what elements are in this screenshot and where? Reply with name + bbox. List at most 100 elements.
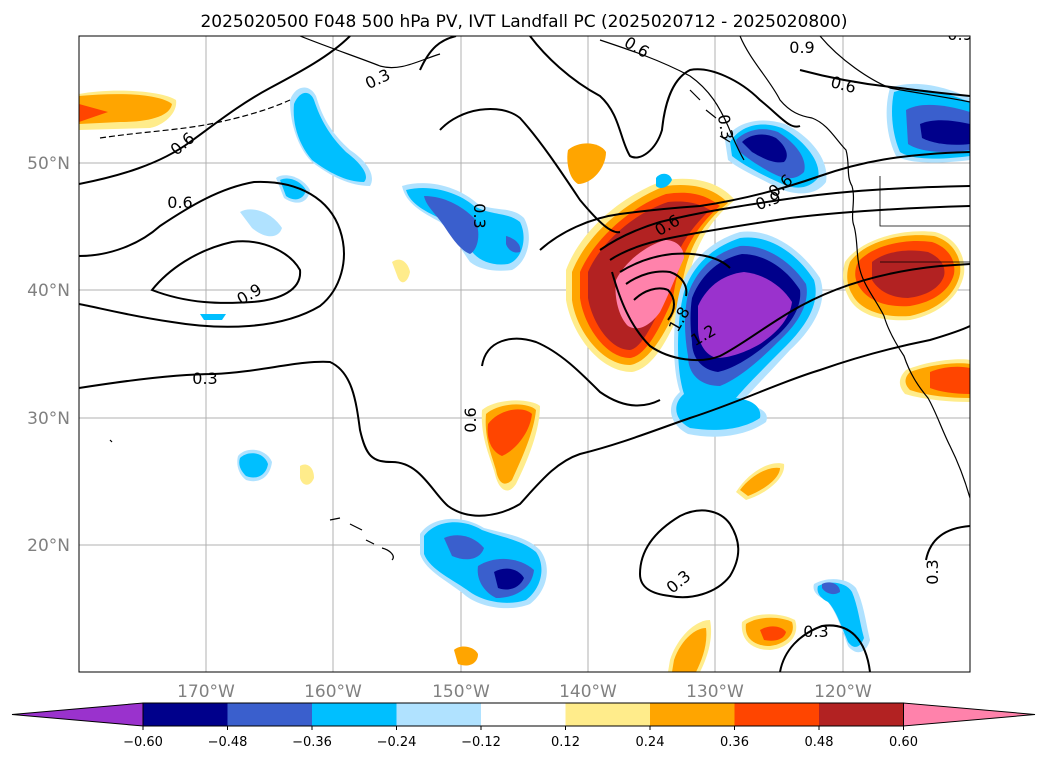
colorbar-segment: [650, 703, 735, 726]
contour-0-9-jet: [539, 151, 970, 251]
lat-label: 40°N: [27, 281, 70, 301]
colorbar-tick-label: 0.24: [636, 735, 665, 750]
shade-pos-midsouth: [740, 467, 780, 496]
shade-neg-small-d: [200, 314, 226, 320]
coastline-islands: [689, 89, 731, 143]
shade-pos-tiny-2: [392, 259, 410, 283]
map-frame: [78, 35, 971, 673]
contour-0-3-south-loop: [638, 509, 740, 599]
shade-neg-nw-core: [742, 134, 787, 163]
colorbar-segment: [312, 703, 397, 726]
shade-neg-central-3: [424, 196, 479, 254]
contour-1-5-jet: [609, 205, 970, 261]
colorbar: −0.60 −0.48 −0.36 −0.24 −0.12 0.12 0.24 0.36 0.4…: [11, 702, 1036, 750]
lon-label: 120°W: [814, 682, 872, 702]
colorbar-tick-label: 0.12: [551, 735, 580, 750]
shade-neg-tiny-0: [656, 173, 672, 188]
shade-neg-hawaii-3: [444, 535, 484, 560]
colorbar-tick-label: −0.60: [123, 735, 163, 750]
colorbar-tick-label: 0.60: [889, 735, 918, 750]
contour-0-3-east: [925, 525, 970, 561]
coastline-canada-north: [819, 36, 970, 103]
shade-west-edge-core: [79, 104, 108, 122]
colorbar-segment: [565, 703, 650, 726]
shade-neg-small-b: [239, 453, 268, 478]
shade-neg-hawaii-core: [494, 568, 524, 590]
shade-pos-tiny-1: [454, 646, 478, 666]
colorbar-tick-label: 0.36: [720, 735, 749, 750]
lon-label: 170°W: [177, 682, 235, 702]
lon-label: 140°W: [559, 682, 617, 702]
contour-0-3-top: [419, 36, 457, 71]
shade-neg-central-4: [506, 236, 521, 253]
shade-neg-alaska: [293, 92, 366, 182]
shade-pos-tiny-3: [300, 464, 314, 485]
colorbar-tick-label: −0.24: [377, 735, 417, 750]
contour-label: 0.9: [789, 38, 814, 57]
colorbar-segment: [481, 703, 566, 726]
lon-label: 130°W: [686, 682, 744, 702]
shade-pos-small-north: [567, 143, 606, 184]
shade-pos-coast-core: [930, 366, 970, 394]
shade-neg-small-c: [240, 209, 282, 237]
coastline-alaska-south: [299, 36, 441, 69]
contour-label: 0.3: [714, 113, 737, 141]
contour-label: 0.3: [923, 559, 942, 584]
shade-neg-ne-core: [920, 120, 970, 145]
contour-1-8: [619, 252, 731, 273]
colorbar-outline: [142, 702, 904, 727]
coastline-dot: [109, 439, 113, 443]
colorbar-tick-label: −0.12: [461, 735, 501, 750]
colorbar-tick-label: −0.48: [208, 735, 248, 750]
coastline-west-na: [739, 36, 970, 499]
contour-0-6-north: [79, 36, 351, 185]
contour-0-6-mid: [529, 36, 801, 159]
contour-1-2-jet: [599, 185, 970, 251]
contour-label: 0.6: [461, 407, 480, 432]
shade-pos-bottom: [672, 628, 707, 672]
contour-label: 0.3: [192, 369, 217, 388]
shade-neg-se: [817, 582, 864, 647]
contour-0-3-centre: [439, 107, 621, 234]
lat-label: 20°N: [27, 536, 70, 556]
contour-0-3-main: [79, 325, 970, 517]
colorbar-extend-min: [11, 702, 144, 727]
contour-0-3-se: [779, 624, 871, 672]
shading-negative: [200, 83, 970, 653]
colorbar-segment: [734, 703, 819, 726]
lon-labels: 170°W 160°W 150°W 140°W 130°W 120°W: [177, 682, 872, 702]
shade-pos-main-core: [615, 240, 684, 329]
colorbar-extend-max: [903, 702, 1036, 727]
shade-pos-south-core: [487, 409, 532, 456]
coastline-aleutians: [99, 99, 291, 139]
border-lines: [879, 176, 970, 263]
lat-label: 50°N: [27, 154, 70, 174]
colorbar-segment: [143, 703, 228, 726]
lat-label: 30°N: [27, 409, 70, 429]
shade-pos-se-core: [760, 626, 786, 641]
contour-2-1: [625, 270, 688, 297]
contour-0-9-south: [611, 263, 970, 362]
shade-west-edge-inner: [79, 94, 172, 124]
shade-neg-se-core: [822, 582, 840, 595]
map-content: 0.3 0.6 0.9 0.6 0.9 0.6 0.3 0.6 0.9 0.3 …: [79, 25, 972, 672]
colorbar-tick-label: 0.48: [805, 735, 834, 750]
contour-0-6-ne: [799, 69, 970, 97]
contour-0-6-south: [481, 337, 661, 407]
contour-2-4: [633, 287, 675, 321]
lon-label: 150°W: [432, 682, 490, 702]
pv-contours: [79, 36, 970, 672]
contour-label: 0.6: [167, 193, 192, 212]
coastline-se-alaska: [599, 39, 745, 161]
contour-label: 0.3: [803, 622, 828, 641]
contour-0-9-loop: [150, 240, 302, 304]
lat-labels: 50°N 40°N 30°N 20°N: [27, 154, 70, 556]
shade-neg-main-core: [698, 272, 792, 358]
coastline-hawaii: [329, 517, 394, 561]
contour-label: 0.3: [470, 203, 489, 228]
colorbar-tick-label: −0.36: [292, 735, 332, 750]
contour-label: 0.9: [947, 25, 972, 44]
colorbar-segment: [396, 703, 481, 726]
colorbar-segment: [819, 703, 904, 726]
